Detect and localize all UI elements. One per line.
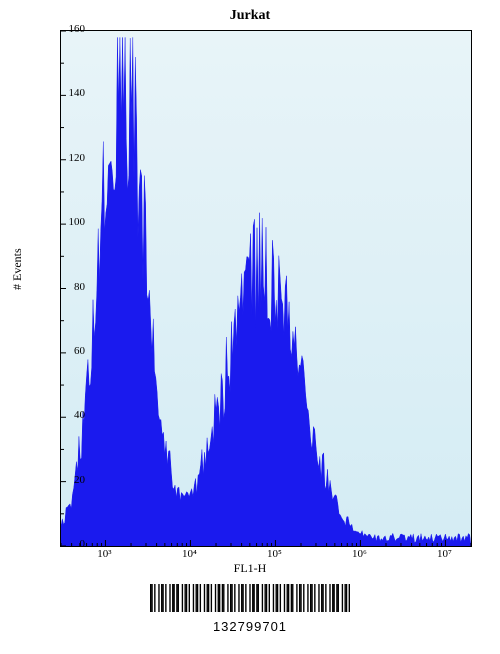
x-tick-label: 10⁵	[254, 548, 294, 560]
y-tick-label: 60	[55, 345, 85, 357]
chart-area	[60, 30, 470, 545]
barcode-number: 132799701	[0, 619, 500, 634]
barcode-area: 132799701	[0, 584, 500, 634]
y-tick-label: 40	[55, 409, 85, 421]
y-tick-label: 100	[55, 216, 85, 228]
plot-area	[60, 30, 472, 547]
y-tick-label: 140	[55, 87, 85, 99]
y-tick-label: 160	[55, 23, 85, 35]
y-tick-label: 20	[55, 474, 85, 486]
x-tick-label: 10³	[84, 548, 124, 560]
histogram-svg	[61, 31, 471, 546]
x-tick-label: 10⁶	[339, 548, 379, 560]
x-axis-label: FL1-H	[0, 561, 500, 576]
x-tick-label: 10⁴	[169, 548, 209, 560]
barcode-icon	[150, 584, 350, 612]
y-tick-label: 80	[55, 281, 85, 293]
y-axis-label: # Events	[10, 248, 25, 290]
x-tick-label: 10⁷	[424, 548, 464, 560]
y-tick-label: 0	[55, 538, 85, 550]
container: Jurkat # Events FL1-H 0 20 40 60 80 100 120 140…	[0, 0, 500, 654]
y-tick-label: 120	[55, 152, 85, 164]
chart-title: Jurkat	[0, 8, 500, 24]
